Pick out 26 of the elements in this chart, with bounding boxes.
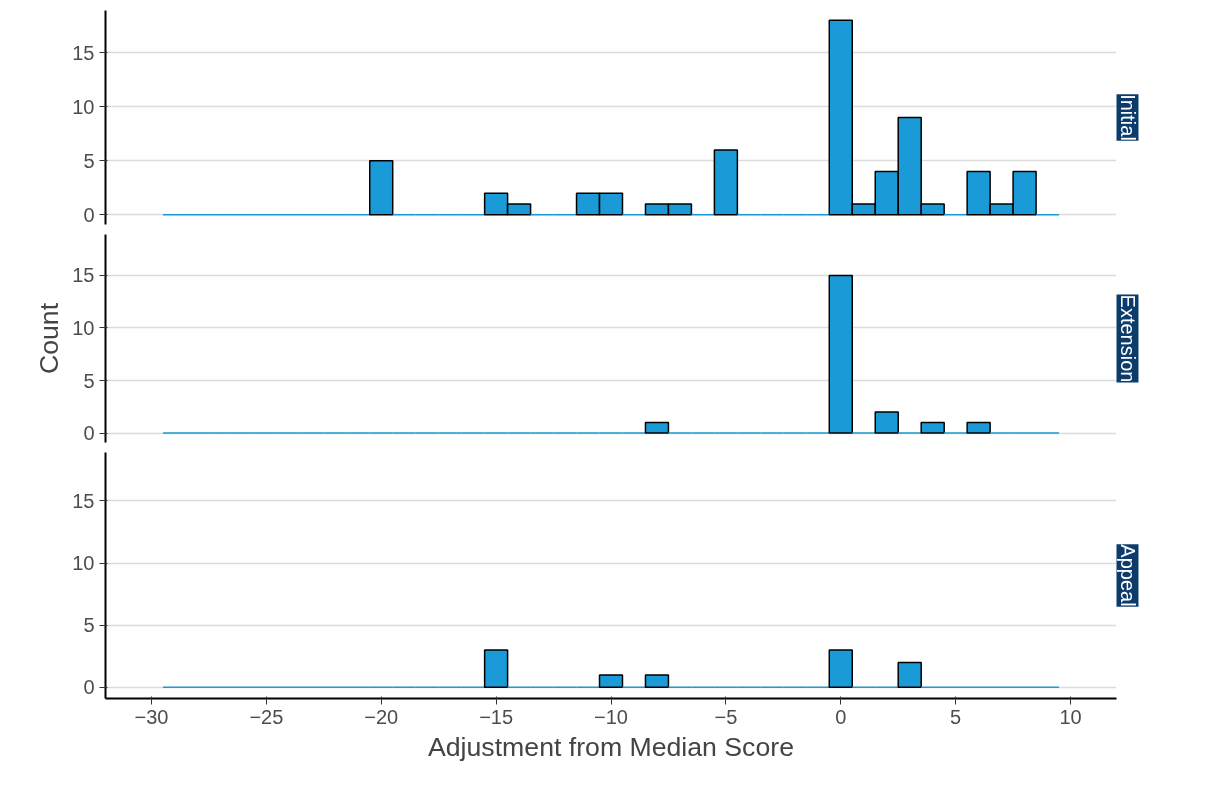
y-tick-label: 10	[72, 316, 95, 339]
text: Appeal	[1116, 544, 1139, 607]
x-tick-label: −5	[714, 705, 738, 728]
x-tick-label: −30	[134, 705, 169, 728]
y-tick-label: 0	[83, 203, 95, 226]
x-tick-label: −10	[594, 705, 628, 728]
y-tick-label: 10	[72, 95, 95, 118]
text: Extension	[1116, 294, 1139, 383]
x-tick-label: 5	[950, 705, 962, 728]
y-tick-label: 0	[83, 422, 95, 445]
x-axis-title: Adjustment from Median Score	[428, 731, 794, 762]
y-tick-label: 15	[72, 41, 95, 64]
x-tick-label: 10	[1059, 705, 1082, 728]
x-tick-label: −15	[479, 705, 514, 728]
y-tick-label: 0	[83, 676, 95, 699]
y-tick-label: 15	[72, 264, 95, 287]
x-tick-label: −20	[364, 705, 399, 728]
y-axis-title: Count	[34, 302, 65, 375]
y-tick-label: 5	[83, 614, 95, 637]
y-tick-label: 5	[83, 149, 95, 172]
y-tick-label: 15	[72, 489, 95, 512]
x-tick-label: 0	[835, 705, 847, 728]
y-tick-label: 5	[83, 369, 95, 392]
y-tick-label: 10	[72, 552, 95, 575]
x-tick-label: −25	[249, 705, 284, 728]
text: Initial	[1116, 94, 1139, 141]
